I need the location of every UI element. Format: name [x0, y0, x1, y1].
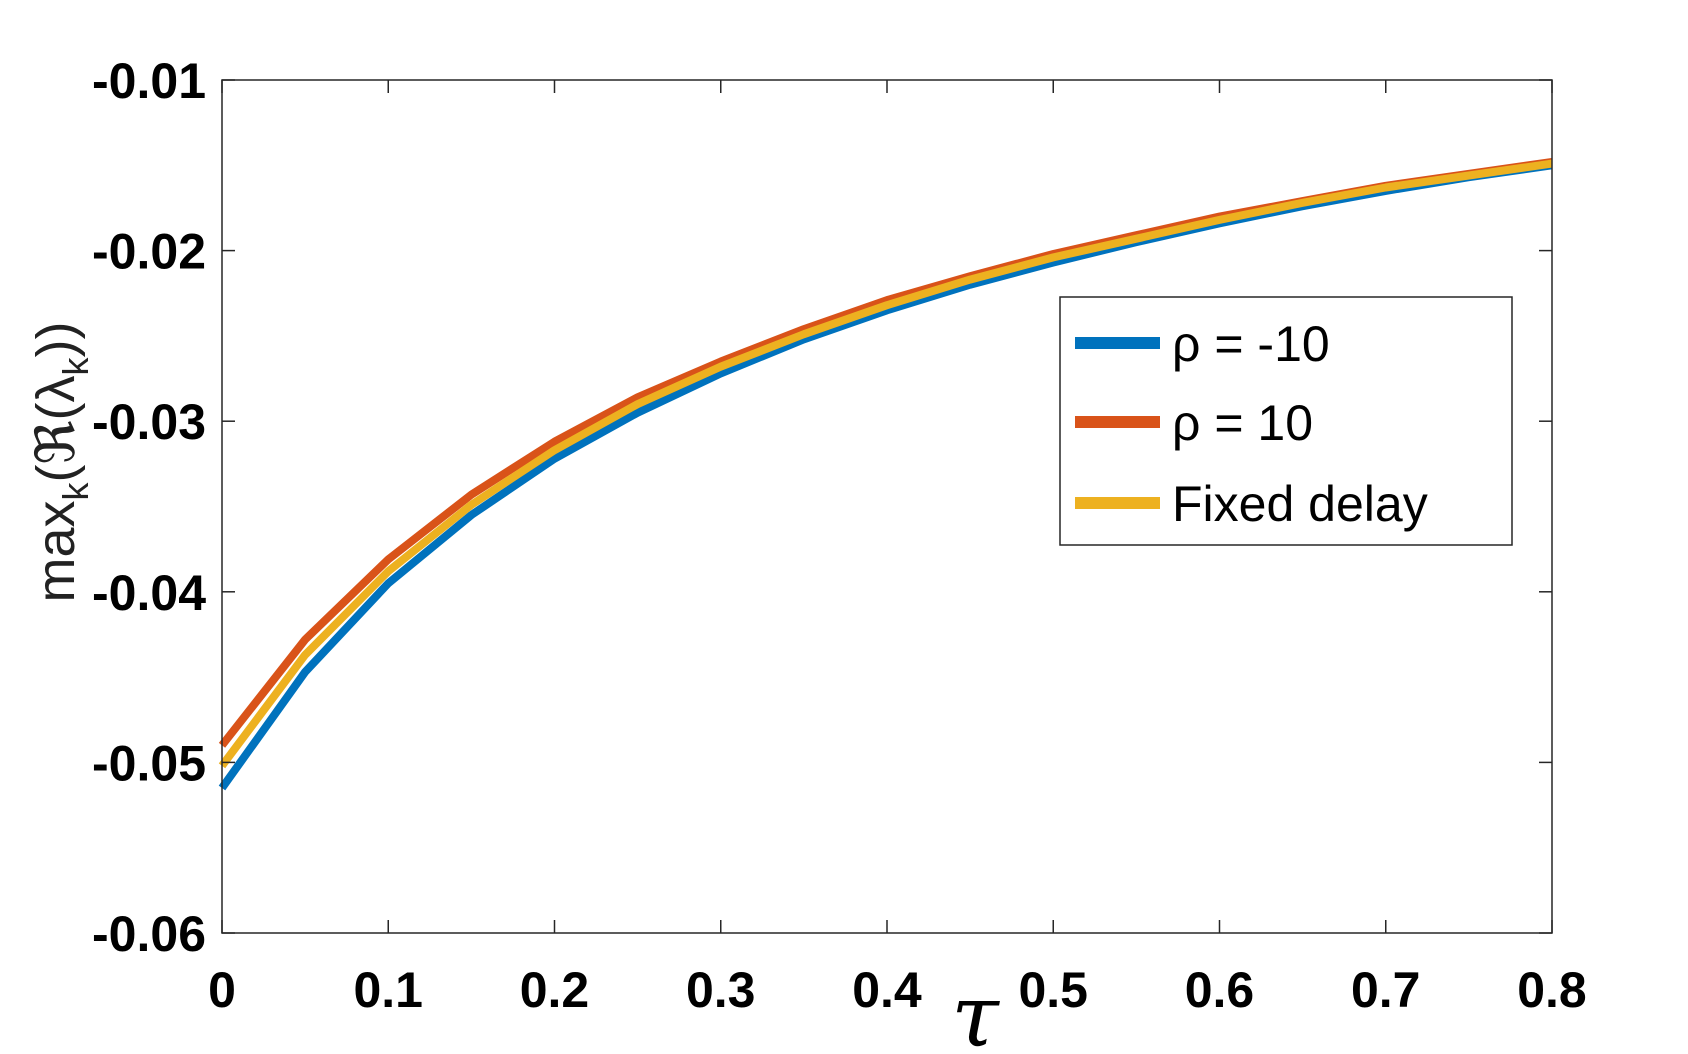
y-axis-label: maxk(ℜ(λk)) — [26, 322, 96, 603]
y-tick-label: -0.03 — [92, 394, 206, 450]
y-ticks: -0.01 -0.02 -0.03 -0.04 -0.05 -0.06 — [92, 53, 1552, 962]
y-label-sub2: k — [55, 357, 96, 376]
y-tick-label: -0.02 — [92, 224, 206, 280]
legend-label: ρ = -10 — [1172, 316, 1330, 372]
x-tick-label: 0 — [208, 962, 236, 1018]
series-layer — [218, 157, 1553, 791]
x-tick-label: 0.3 — [686, 962, 756, 1018]
y-label-base: max — [26, 500, 86, 602]
x-axis-label: τ — [951, 967, 1000, 1054]
y-tick-label: -0.01 — [92, 53, 206, 109]
x-tick-label: 0.5 — [1018, 962, 1088, 1018]
y-tick-label: -0.04 — [92, 565, 206, 621]
y-label-sub1: k — [55, 481, 96, 500]
y-tick-label: -0.06 — [92, 906, 206, 962]
x-tick-label: 0.1 — [353, 962, 423, 1018]
x-tick-label: 0.8 — [1517, 962, 1587, 1018]
y-tick-label: -0.05 — [92, 735, 206, 791]
x-tick-label: 0.7 — [1351, 962, 1421, 1018]
legend: ρ = -10 ρ = 10 Fixed delay — [1059, 296, 1513, 546]
x-ticks: 0 0.1 0.2 0.3 0.4 0.5 0.6 0.7 0.8 — [208, 80, 1587, 1018]
legend-label: Fixed delay — [1172, 476, 1428, 532]
x-tick-label: 0.6 — [1185, 962, 1255, 1018]
series-line-3 — [218, 159, 1553, 769]
x-tick-label: 0.2 — [520, 962, 590, 1018]
y-label-mid: (ℜ(λ — [26, 376, 86, 483]
y-label-end: )) — [26, 322, 86, 358]
svg-text:maxk(ℜ(λk)): maxk(ℜ(λk)) — [26, 322, 96, 603]
x-tick-label: 0.4 — [852, 962, 922, 1018]
legend-label: ρ = 10 — [1172, 395, 1313, 451]
